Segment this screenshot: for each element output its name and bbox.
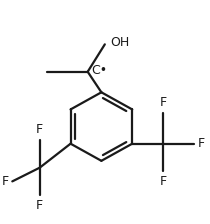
Text: F: F (2, 175, 9, 188)
Text: C•: C• (91, 64, 107, 77)
Text: F: F (159, 96, 167, 109)
Text: F: F (197, 137, 205, 150)
Text: F: F (36, 123, 43, 136)
Text: F: F (159, 175, 167, 188)
Text: F: F (36, 199, 43, 212)
Text: OH: OH (110, 36, 129, 49)
